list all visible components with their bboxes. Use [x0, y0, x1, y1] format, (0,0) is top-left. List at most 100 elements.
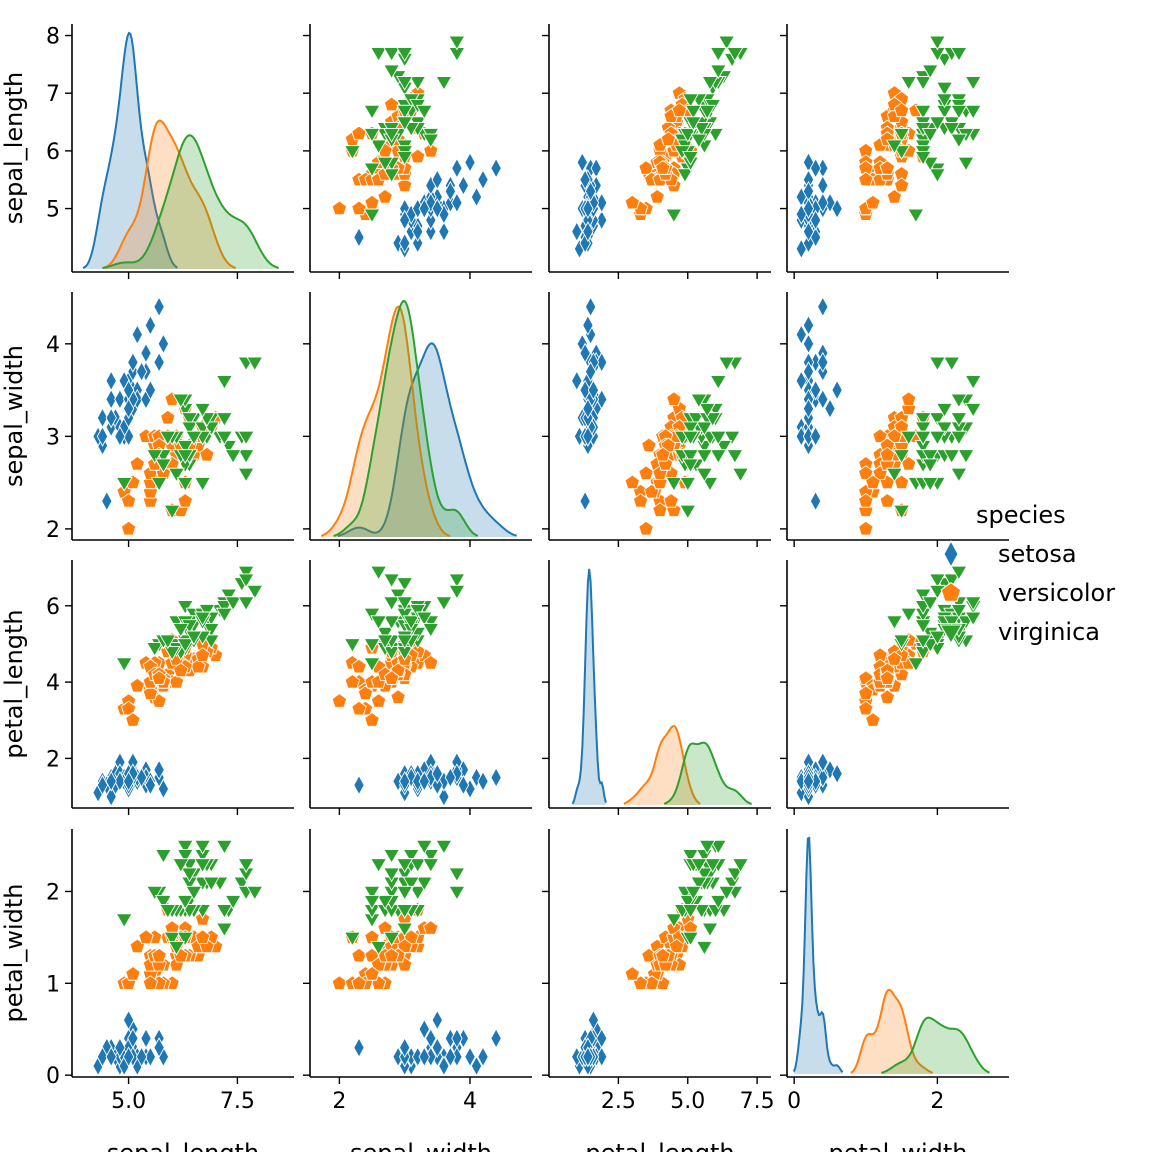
kde-line-setosa — [571, 568, 607, 805]
point-versicolor — [858, 465, 874, 480]
point-versicolor — [624, 965, 641, 981]
point-virginica — [215, 375, 233, 390]
point-setosa — [425, 209, 437, 231]
panel-petal_width-vs-sepal_length: 0 1 2 5.0 7.5 petal_width sepal_length — [0, 829, 294, 1152]
point-setosa — [114, 388, 126, 410]
point-virginica — [167, 467, 186, 483]
point-setosa — [101, 490, 113, 512]
kde-fill-virginica — [102, 135, 279, 269]
legend-marker-setosa — [943, 540, 959, 568]
point-setosa — [831, 198, 843, 220]
point-virginica — [376, 156, 394, 172]
point-virginica — [921, 476, 939, 492]
point-virginica — [928, 116, 946, 132]
point-virginica — [679, 476, 697, 492]
point-virginica — [215, 839, 233, 855]
x-tick-label: 5.0 — [111, 1089, 146, 1114]
point-virginica — [415, 839, 433, 855]
y-tick-label: 8 — [46, 25, 60, 50]
point-virginica — [448, 885, 466, 901]
point-versicolor — [858, 492, 874, 508]
point-virginica — [900, 430, 918, 446]
point-setosa — [114, 770, 126, 792]
point-virginica — [681, 151, 700, 166]
point-virginica — [176, 476, 194, 492]
point-virginica — [907, 657, 925, 673]
point-setosa — [809, 425, 822, 447]
point-virginica — [665, 913, 683, 929]
point-setosa — [140, 342, 152, 364]
point-virginica — [448, 584, 466, 600]
point-virginica — [159, 634, 177, 650]
point-virginica — [215, 922, 233, 938]
point-virginica — [928, 412, 946, 427]
y-tick-label: 5 — [46, 198, 60, 223]
point-virginica — [396, 596, 414, 612]
point-virginica — [396, 858, 414, 873]
point-setosa — [490, 157, 502, 179]
point-virginica — [928, 35, 946, 51]
point-virginica — [202, 876, 220, 892]
point-virginica — [679, 504, 697, 520]
point-virginica — [679, 894, 697, 910]
point-virginica — [943, 449, 961, 464]
point-versicolor — [663, 492, 679, 508]
point-setosa — [122, 1009, 135, 1031]
point-virginica — [684, 104, 702, 120]
point-setosa — [582, 221, 594, 243]
point-virginica — [921, 596, 939, 612]
point-virginica — [914, 412, 932, 427]
point-virginica — [921, 156, 939, 172]
point-setosa — [477, 770, 489, 792]
point-setosa — [831, 379, 843, 401]
x-tick-label: 7.5 — [740, 1089, 775, 1114]
point-virginica — [695, 867, 713, 883]
y-tick-label: 1 — [46, 972, 60, 997]
point-virginica — [176, 839, 194, 855]
point-setosa — [438, 1055, 450, 1077]
point-virginica — [681, 931, 700, 947]
point-virginica — [701, 476, 719, 492]
point-setosa — [96, 1046, 109, 1068]
point-virginica — [370, 940, 388, 956]
point-setosa — [490, 767, 502, 788]
point-virginica — [435, 596, 453, 612]
point-virginica — [396, 104, 414, 120]
point-virginica — [893, 634, 911, 650]
x-axis-label-petal_width: petal_width — [829, 1139, 968, 1152]
point-setosa — [817, 351, 829, 373]
legend-entries: setosa versicolor virginica — [939, 540, 1115, 646]
point-virginica — [701, 76, 719, 91]
point-virginica — [198, 603, 216, 619]
point-setosa — [96, 407, 109, 429]
point-virginica — [343, 145, 361, 160]
point-setosa — [431, 1037, 444, 1059]
x-tick-label: 5.0 — [670, 1089, 705, 1114]
point-versicolor — [893, 102, 910, 118]
legend: species setosa versicolor virginica — [939, 501, 1115, 646]
point-virginica — [180, 412, 199, 427]
point-setosa — [817, 751, 829, 773]
point-setosa — [153, 1037, 165, 1059]
point-virginica — [409, 858, 427, 873]
x-tick-label: 7.5 — [220, 1089, 255, 1114]
point-setosa — [595, 192, 608, 214]
point-setosa — [96, 425, 109, 447]
point-setosa — [431, 198, 444, 220]
y-axis-label-petal_width: petal_width — [0, 884, 28, 1023]
point-setosa — [418, 198, 431, 220]
point-setosa — [144, 774, 157, 796]
kde-line-virginica — [102, 134, 279, 269]
point-versicolor — [671, 102, 688, 118]
point-setosa — [817, 192, 829, 214]
point-virginica — [215, 607, 233, 623]
point-versicolor — [331, 975, 348, 990]
point-versicolor — [390, 689, 406, 705]
point-virginica — [964, 375, 982, 390]
point-versicolor — [879, 689, 896, 705]
x-tick-label: 2 — [332, 1089, 346, 1114]
point-setosa — [144, 1046, 157, 1068]
point-virginica — [415, 876, 433, 892]
x-tick-label: 2.5 — [601, 1089, 636, 1114]
